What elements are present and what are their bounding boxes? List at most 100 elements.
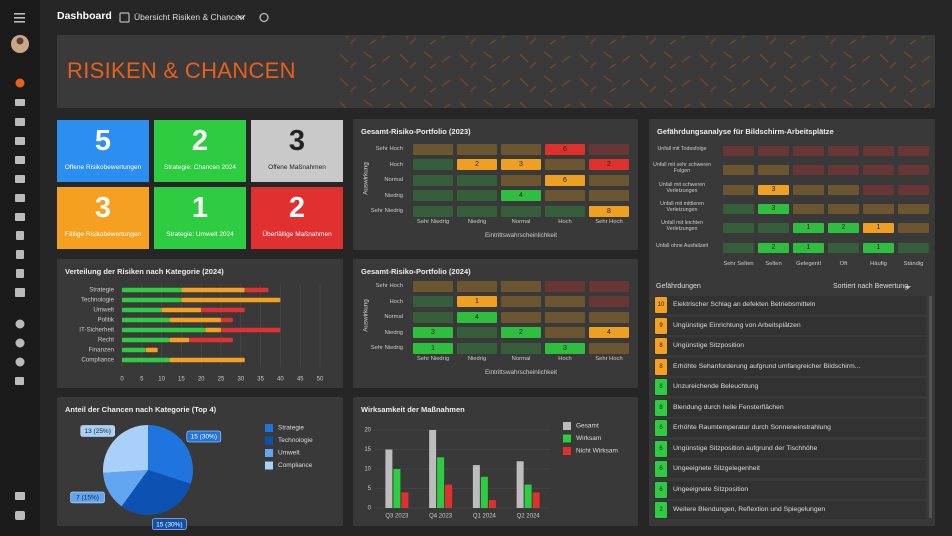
x-tick-label: 25 bbox=[218, 377, 225, 383]
y-tick-label: 5 bbox=[368, 486, 372, 492]
bar-segment bbox=[221, 317, 233, 323]
list-row[interactable] bbox=[654, 439, 926, 458]
score-badge: 8 bbox=[655, 399, 667, 416]
list-row[interactable] bbox=[654, 460, 926, 478]
panel bbox=[353, 259, 638, 388]
column-label: Hoch bbox=[558, 356, 572, 362]
view-selector[interactable]: Übersicht Risiken & Chancen bbox=[134, 12, 245, 22]
bar bbox=[429, 430, 437, 508]
kpi-tile[interactable] bbox=[57, 187, 149, 249]
list-row[interactable] bbox=[654, 419, 926, 437]
legend-swatch bbox=[265, 449, 273, 457]
heat-cell: 6 bbox=[545, 174, 585, 186]
y-tick-label: 0 bbox=[368, 506, 372, 512]
heat-cell: 3 bbox=[758, 184, 789, 195]
empty-cell bbox=[545, 190, 585, 201]
empty-cell bbox=[828, 203, 859, 214]
bar-segment bbox=[205, 327, 221, 333]
list-row[interactable] bbox=[654, 480, 926, 499]
empty-cell bbox=[793, 184, 824, 195]
y-tick-label: 10 bbox=[364, 467, 371, 473]
column-label: Sehr Hoch bbox=[595, 219, 623, 225]
topbar bbox=[40, 0, 952, 34]
legend-label: Compliance bbox=[278, 462, 313, 469]
data-label: 15 (30%) bbox=[156, 521, 182, 528]
empty-cell bbox=[545, 205, 585, 217]
kpi-value: 2 bbox=[288, 192, 306, 224]
kpi-label: Strategie: Chancen 2024 bbox=[164, 164, 236, 171]
bar bbox=[524, 484, 532, 508]
y-tick-label: IT-Sicherheit bbox=[79, 327, 114, 334]
kpi-tile[interactable] bbox=[154, 120, 246, 182]
sort-selector[interactable]: Sortiert nach Bewertung bbox=[833, 283, 909, 290]
bar-segment bbox=[201, 307, 245, 313]
kpi-value: 1 bbox=[191, 192, 209, 224]
x-tick-label: Q4 2023 bbox=[429, 514, 453, 520]
list-row[interactable] bbox=[654, 501, 926, 519]
x-tick-label: Q1 2024 bbox=[473, 514, 497, 520]
list-text: Ungünstige Sitzposition aufgrund der Tis… bbox=[673, 444, 818, 452]
list-text: Blendung durch helle Fensterflächen bbox=[673, 403, 784, 411]
row-label: Unfall mit mittleren Verletzungen bbox=[660, 200, 704, 213]
score-badge: 2 bbox=[655, 502, 667, 518]
kpi-tile[interactable] bbox=[251, 187, 343, 249]
x-tick-label: 45 bbox=[297, 377, 304, 383]
bar-segment bbox=[244, 287, 269, 293]
bar bbox=[516, 461, 524, 508]
pie-slice bbox=[121, 470, 191, 516]
list-row[interactable] bbox=[654, 357, 926, 376]
page-title: Dashboard bbox=[57, 10, 112, 22]
kpi-label: Offene Maßnahmen bbox=[268, 164, 326, 171]
panel-title: Wirksamkeit der Maßnahmen bbox=[361, 405, 465, 414]
column-label: Häufig bbox=[870, 261, 887, 267]
column-label: Ständig bbox=[903, 261, 924, 267]
y-tick-label: Recht bbox=[98, 337, 114, 344]
column-label: Normal bbox=[511, 356, 531, 362]
kpi-tile[interactable] bbox=[154, 187, 246, 249]
bar bbox=[437, 457, 445, 508]
x-axis-label: Eintrittswahrscheinlichkeit bbox=[484, 232, 558, 239]
legend-label: Gesamt bbox=[576, 423, 599, 430]
kpi-tile[interactable] bbox=[57, 120, 149, 182]
column-label: Niedrig bbox=[467, 356, 487, 362]
bar bbox=[401, 492, 409, 508]
empty-cell bbox=[457, 143, 497, 155]
bar-segment bbox=[169, 337, 190, 343]
list-row[interactable] bbox=[654, 337, 926, 355]
data-label: 7 (15%) bbox=[76, 495, 99, 502]
empty-cell bbox=[457, 327, 497, 338]
list-row[interactable] bbox=[654, 316, 926, 335]
heat-cell: 1 bbox=[457, 296, 497, 307]
heat-cell: 2 bbox=[589, 159, 629, 170]
empty-cell bbox=[413, 205, 453, 217]
sidebar-icons[interactable] bbox=[11, 12, 932, 520]
legend-swatch bbox=[563, 422, 571, 430]
empty-cell bbox=[413, 190, 453, 201]
empty-cell bbox=[589, 280, 629, 292]
empty-cell bbox=[793, 203, 824, 214]
empty-cell bbox=[545, 311, 585, 323]
bar-segment bbox=[122, 297, 182, 303]
empty-cell bbox=[457, 342, 497, 354]
kpi-label: Fällige Risikobewertungen bbox=[64, 231, 142, 238]
kpi-tile[interactable] bbox=[251, 120, 343, 182]
score-badge: 10 bbox=[655, 297, 667, 313]
legend-label: Strategie bbox=[278, 425, 304, 432]
bar-segment bbox=[122, 307, 162, 313]
empty-cell bbox=[898, 223, 929, 234]
list-row[interactable] bbox=[654, 378, 926, 396]
list-row[interactable] bbox=[654, 296, 926, 314]
empty-cell bbox=[898, 203, 929, 214]
list-row[interactable] bbox=[654, 398, 926, 417]
heat-cell: 1 bbox=[863, 242, 894, 253]
empty-cell bbox=[545, 327, 585, 338]
empty-cell bbox=[758, 146, 789, 156]
panel-title: Gesamt-Risiko-Portfolio (2024) bbox=[361, 267, 471, 276]
empty-cell bbox=[413, 311, 453, 323]
data-label-box bbox=[70, 491, 105, 504]
data-label-box bbox=[152, 518, 187, 530]
row-label: Sehr Niedrig bbox=[370, 345, 403, 351]
x-tick-label: 0 bbox=[120, 377, 124, 383]
